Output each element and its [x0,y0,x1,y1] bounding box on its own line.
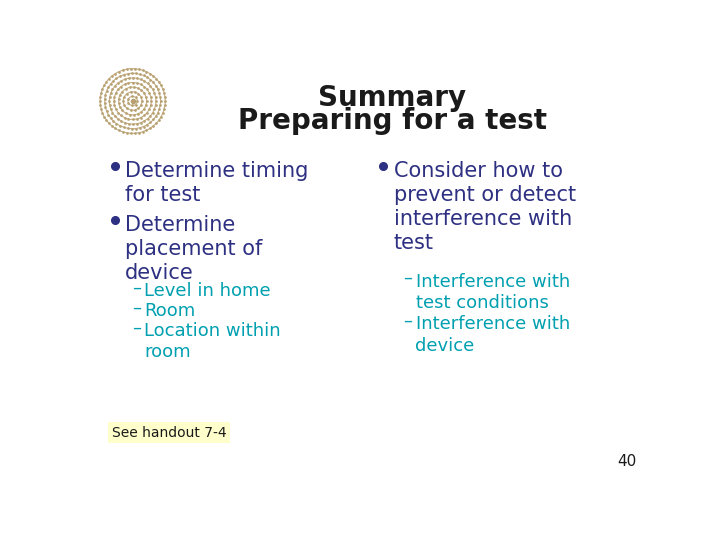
Text: 40: 40 [617,454,636,469]
Text: –: – [132,298,141,316]
Text: –: – [132,278,141,296]
Text: Determine timing
for test: Determine timing for test [125,161,308,205]
Text: Interference with
test conditions: Interference with test conditions [415,273,570,312]
Text: Room: Room [144,302,196,320]
Text: Determine
placement of
device: Determine placement of device [125,215,262,283]
Text: See handout 7-4: See handout 7-4 [112,426,226,440]
Text: Interference with
device: Interference with device [415,315,570,355]
Text: –: – [403,312,413,329]
Text: Level in home: Level in home [144,282,271,300]
Text: Summary: Summary [318,84,467,112]
Text: –: – [403,269,413,287]
Text: –: – [132,319,141,336]
Text: Location within
room: Location within room [144,322,281,361]
Text: Consider how to
prevent or detect
interference with
test: Consider how to prevent or detect interf… [394,161,576,253]
Text: Preparing for a test: Preparing for a test [238,107,546,135]
